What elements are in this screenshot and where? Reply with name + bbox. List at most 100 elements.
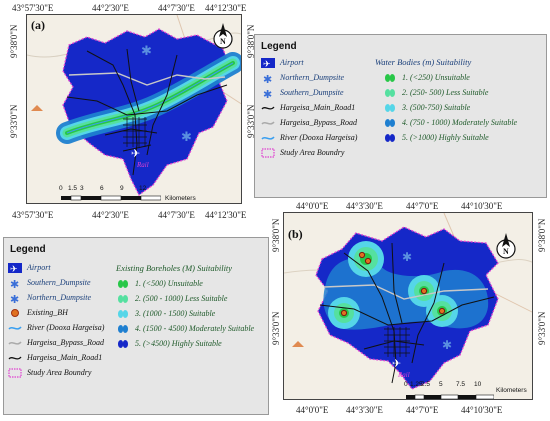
borehole-icon: [340, 309, 348, 317]
bottom-x-tick-top-4: 44°10'30"E: [461, 201, 503, 211]
north-arrow-icon: N: [496, 233, 516, 259]
svg-text:✱: ✱: [181, 130, 192, 145]
borehole-icon: [420, 287, 428, 295]
legend-item-river: River (Dooxa Hargeisa): [261, 132, 357, 144]
legend-item-northern-dumpsite: ✱ Northern_Dumpsite: [8, 292, 91, 306]
bottom-town-grid: [384, 327, 410, 357]
bottom-map-canvas: ✱ ✱ ✈ Rail N: [284, 213, 532, 390]
top-class-4: 4. (750 - 1000) Moderately Suitable: [383, 117, 517, 129]
bottom-x-tick-bottom-1: 44°0'0"E: [296, 405, 329, 415]
legend-item-river: River (Dooxa Hargeisa): [8, 322, 104, 334]
svg-text:✱: ✱: [402, 250, 412, 264]
study-area-icon: [261, 148, 275, 158]
bottom-x-tick-top-3: 44°7'0"E: [406, 201, 439, 211]
svg-text:✈: ✈: [392, 357, 401, 370]
dumpsite-icon: ✱: [261, 73, 275, 86]
top-scale-tick-1: 1.5: [68, 185, 78, 192]
bottom-scale-tick-5: 10: [474, 381, 482, 388]
legend-item-southern-dumpsite: ✱ Southern_Dumpsite: [261, 87, 344, 101]
svg-text:✱: ✱: [10, 278, 19, 288]
legend-item-southern-dumpsite: ✱ Southern_Dumpsite: [8, 277, 91, 291]
borehole-icon: [8, 308, 22, 318]
top-legend-title: Legend: [261, 41, 297, 52]
top-class-5: 5. (>1000) Highly Suitable: [383, 132, 489, 144]
top-place-label: Rail: [136, 161, 149, 169]
top-scale-tick-5: 12: [139, 185, 147, 192]
legend-item-northern-dumpsite: ✱ Northern_Dumpsite: [261, 72, 344, 86]
bottom-scale-unit: Kilometers: [496, 387, 527, 394]
bottom-x-tick-bottom-3: 44°7'0"E: [406, 405, 439, 415]
top-town-grid: [123, 117, 147, 147]
top-x-tick-top-1: 43°57'30"E: [12, 3, 54, 13]
dumpsite-icon: ✱: [261, 88, 275, 101]
top-x-tick-bottom-4: 44°12'30"E: [205, 210, 247, 220]
map-marker-icon: [31, 105, 43, 111]
bottom-class-4: 4. (1500 - 4500) Moderately Suitable: [116, 323, 254, 335]
class-2-swatch-icon: [116, 294, 130, 304]
dumpsite-icon: ✱: [8, 278, 22, 291]
bottom-legend-title: Legend: [10, 244, 46, 255]
bottom-class-3: 3. (1000 - 1500) Suitable: [116, 308, 215, 320]
legend-item-airport: ✈ Airport: [261, 58, 304, 70]
bottom-place-label: Rail: [397, 371, 410, 379]
bottom-class-5: 5. (>4500) Highly Suitable: [116, 338, 222, 350]
top-class-title: Water Bodies (m) Suitability: [375, 57, 472, 67]
legend-item-main-road: Hargeisa_Main_Road1: [8, 352, 102, 364]
class-3-swatch-icon: [116, 309, 130, 319]
bottom-scale-bar: [406, 387, 495, 399]
legend-item-main-road: Hargeisa_Main_Road1: [261, 102, 355, 114]
bypass-road-icon: [261, 118, 275, 128]
top-scale-tick-4: 9: [120, 185, 124, 192]
bottom-y-tick-left-1: 9°38'0"N: [271, 218, 281, 252]
airport-icon: ✈: [392, 357, 401, 370]
class-3-swatch-icon: [383, 103, 397, 113]
bottom-scale-tick-2: 2.5: [421, 381, 431, 388]
river-icon: [8, 323, 22, 333]
top-river-buffer: [56, 52, 241, 144]
svg-text:✱: ✱: [141, 44, 152, 59]
bottom-y-tick-left-2: 9°33'0"N: [271, 311, 281, 345]
borehole-icon: [438, 307, 446, 315]
dumpsite-icon: ✱: [141, 44, 152, 59]
class-2-swatch-icon: [383, 88, 397, 98]
river-icon: [261, 133, 275, 143]
svg-text:✱: ✱: [263, 88, 272, 98]
svg-text:N: N: [503, 247, 509, 256]
top-scale-tick-0: 0: [59, 185, 63, 192]
bottom-map-frame: ✱ ✱ ✈ Rail N (b) 0 1.25 2.5 5 7.5: [283, 212, 533, 400]
borehole-icon: [358, 251, 372, 265]
bypass-road-icon: [8, 338, 22, 348]
bottom-y-tick-right-2: 9°33'0"N: [537, 311, 547, 345]
bottom-scale-tick-1: 1.25: [410, 381, 423, 388]
panel-label-b: (b): [288, 227, 303, 241]
top-x-tick-bottom-2: 44°2'30"E: [92, 210, 129, 220]
legend-item-existing-bh: Existing_BH: [8, 307, 68, 319]
dumpsite-icon: ✱: [402, 250, 412, 264]
bottom-legend: Legend ✈ Airport ✱ Southern_Dumpsite ✱ N…: [3, 237, 269, 415]
top-class-1: 1. (<250) Unsuitable: [383, 72, 470, 84]
panel-label-a: (a): [31, 18, 45, 32]
bottom-scale-tick-3: 5: [439, 381, 443, 388]
top-bypass-road: [68, 72, 226, 86]
top-x-tick-top-2: 44°2'30"E: [92, 3, 129, 13]
top-map-canvas: ✱ ✱ ✈ Rail N: [27, 15, 241, 196]
legend-item-bypass-road: Hargeisa_Bypass_Road: [8, 337, 104, 349]
bottom-x-tick-top-2: 44°3'30"E: [346, 201, 383, 211]
top-x-tick-top-3: 44°7'30"E: [158, 3, 195, 13]
map-marker-icon: [292, 341, 304, 347]
main-road-icon: [261, 103, 275, 113]
class-1-swatch-icon: [383, 73, 397, 83]
class-4-swatch-icon: [383, 118, 397, 128]
top-x-tick-bottom-1: 43°57'30"E: [12, 210, 54, 220]
top-x-tick-top-4: 44°12'30"E: [205, 3, 247, 13]
bottom-scale-tick-4: 7.5: [456, 381, 466, 388]
airport-icon: ✈: [261, 58, 275, 70]
bottom-main-roads: [319, 242, 495, 384]
top-y-tick-left-1: 9°38'0"N: [9, 24, 19, 58]
svg-text:✈: ✈: [10, 265, 18, 273]
top-scale-tick-2: 3: [80, 185, 84, 192]
top-x-tick-bottom-3: 44°7'30"E: [158, 210, 195, 220]
svg-text:✱: ✱: [10, 293, 19, 303]
top-class-2: 2. (250- 500) Less Suitable: [383, 87, 488, 99]
top-scale-tick-3: 6: [100, 185, 104, 192]
